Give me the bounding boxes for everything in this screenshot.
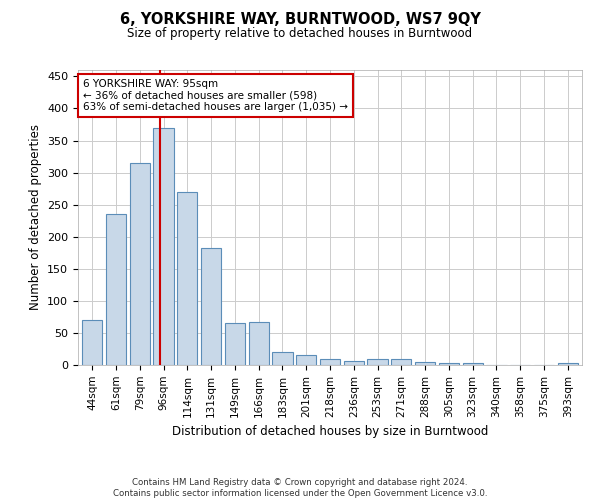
Bar <box>391 358 412 365</box>
Text: 6 YORKSHIRE WAY: 95sqm
← 36% of detached houses are smaller (598)
63% of semi-de: 6 YORKSHIRE WAY: 95sqm ← 36% of detached… <box>83 79 348 112</box>
Bar <box>130 163 150 365</box>
Bar <box>296 354 316 365</box>
Bar <box>82 320 103 365</box>
Text: Size of property relative to detached houses in Burntwood: Size of property relative to detached ho… <box>127 28 473 40</box>
Bar <box>439 363 459 365</box>
Y-axis label: Number of detached properties: Number of detached properties <box>29 124 41 310</box>
Bar <box>106 214 126 365</box>
Bar <box>154 128 173 365</box>
Bar <box>272 352 293 365</box>
Text: Contains HM Land Registry data © Crown copyright and database right 2024.
Contai: Contains HM Land Registry data © Crown c… <box>113 478 487 498</box>
Bar <box>320 358 340 365</box>
X-axis label: Distribution of detached houses by size in Burntwood: Distribution of detached houses by size … <box>172 425 488 438</box>
Bar <box>344 360 364 365</box>
Text: 6, YORKSHIRE WAY, BURNTWOOD, WS7 9QY: 6, YORKSHIRE WAY, BURNTWOOD, WS7 9QY <box>119 12 481 28</box>
Bar <box>225 324 245 365</box>
Bar <box>177 192 197 365</box>
Bar <box>201 248 221 365</box>
Bar <box>248 322 269 365</box>
Bar <box>415 362 435 365</box>
Bar <box>557 363 578 365</box>
Bar <box>463 363 483 365</box>
Bar <box>367 359 388 365</box>
